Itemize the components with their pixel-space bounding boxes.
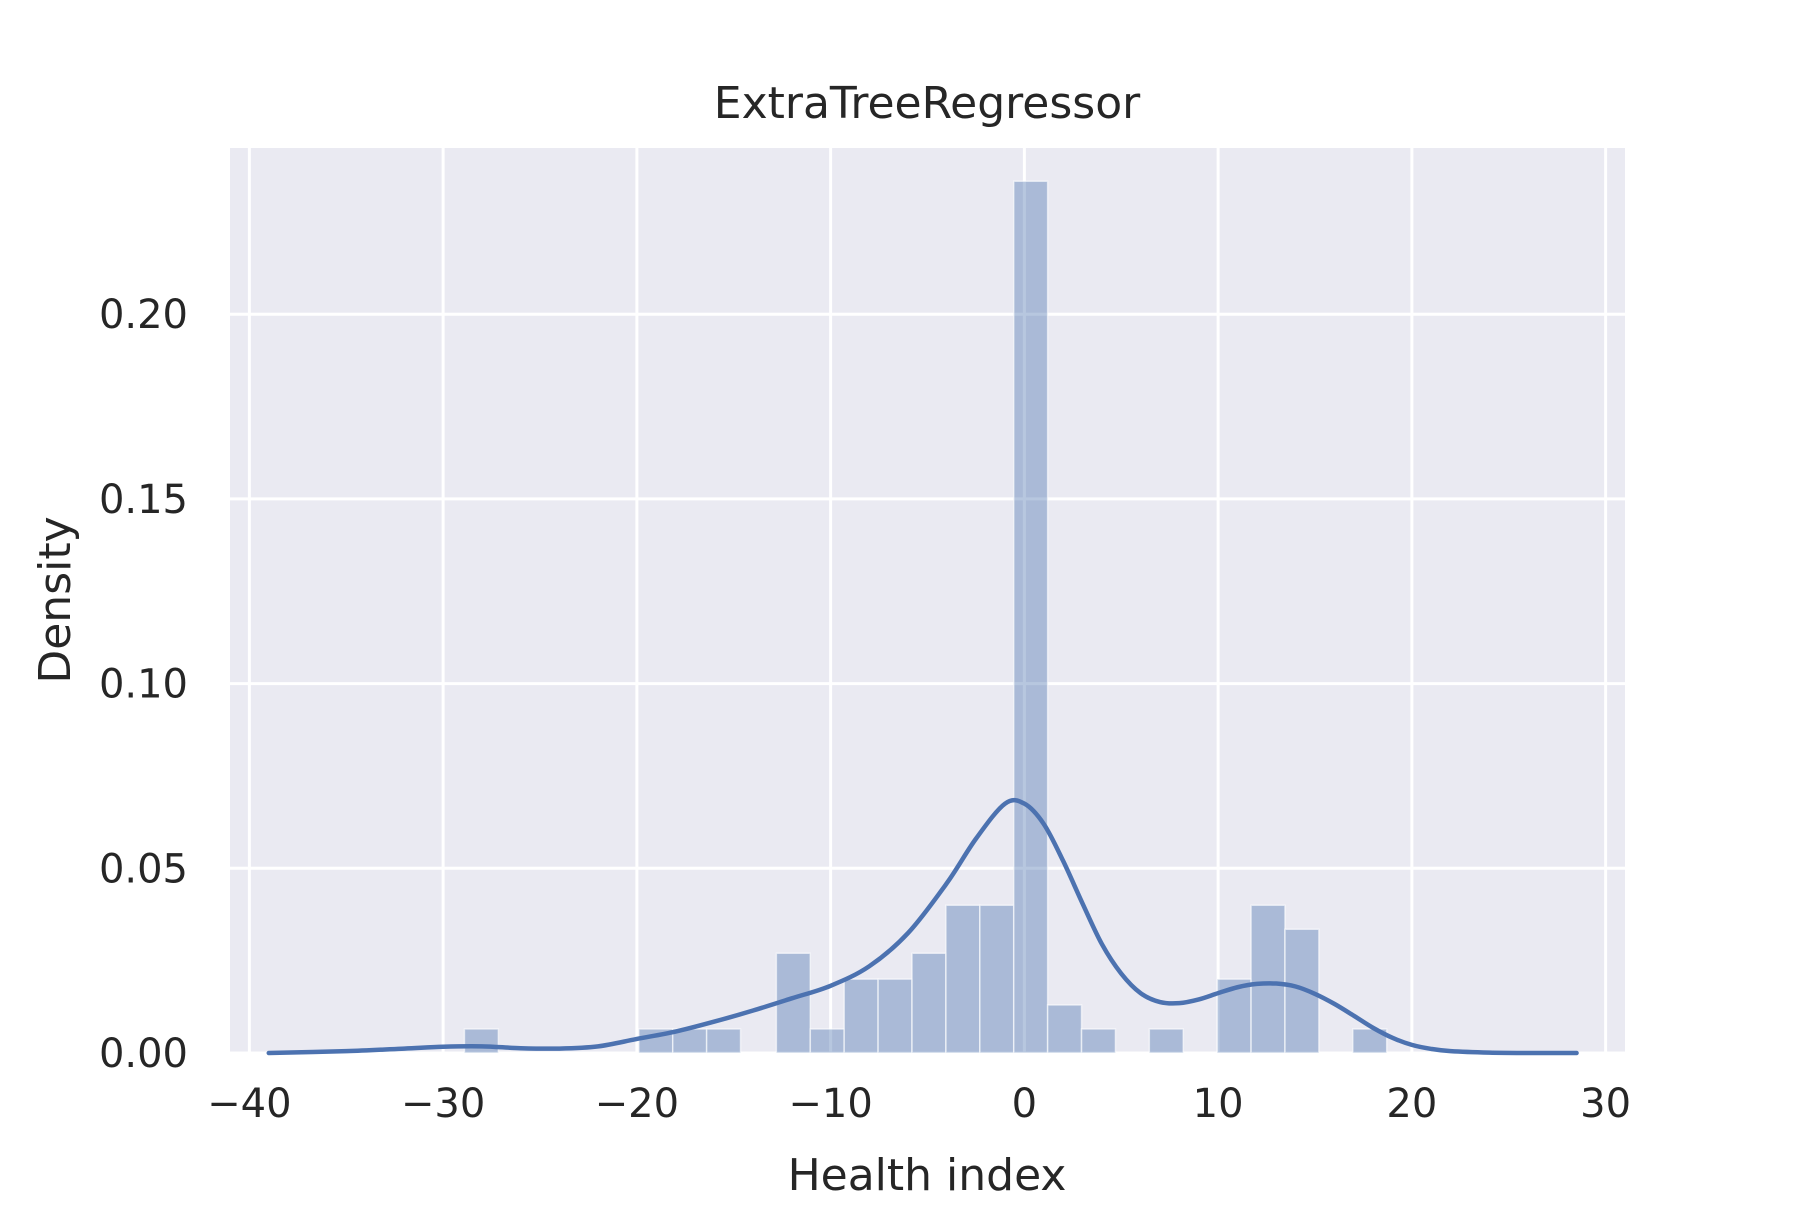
y-tick-labels: 0.00 0.05 0.10 0.15 0.20 — [99, 292, 188, 1077]
x-tick-label: 20 — [1386, 1081, 1437, 1127]
histogram-bar — [463, 1028, 500, 1054]
x-tick-label: −20 — [595, 1081, 679, 1127]
x-tick-label: 0 — [1012, 1081, 1037, 1127]
chart-title: ExtraTreeRegressor — [714, 78, 1141, 129]
x-axis-label: Health index — [788, 1150, 1067, 1200]
histogram-bar — [945, 904, 981, 1054]
x-tick-labels: −40 −30 −20 −10 0 10 20 30 — [207, 1081, 1631, 1127]
y-tick-label: 0.05 — [99, 846, 188, 892]
histogram-bar — [1080, 1028, 1117, 1054]
kde-line — [266, 797, 1579, 1056]
y-tick-label: 0.10 — [99, 662, 188, 708]
histogram-bars — [463, 180, 1388, 1054]
histogram-bar — [911, 952, 947, 1054]
histogram-bar — [843, 978, 879, 1054]
y-tick-label: 0.15 — [99, 477, 188, 523]
histogram-bar — [1012, 180, 1049, 1054]
histogram-bar — [809, 1028, 845, 1054]
histogram-bar — [705, 1028, 742, 1054]
x-tick-label: −40 — [207, 1081, 291, 1127]
histogram-bar — [1046, 1004, 1083, 1054]
histogram-bar — [979, 904, 1015, 1054]
x-tick-label: −30 — [401, 1081, 485, 1127]
histogram-bar — [877, 978, 913, 1054]
x-tick-label: 30 — [1580, 1081, 1631, 1127]
x-tick-label: 10 — [1193, 1081, 1244, 1127]
histogram-bar — [1250, 904, 1286, 1054]
histogram-bar — [1148, 1028, 1184, 1054]
y-axis-label: Density — [30, 516, 81, 683]
x-tick-label: −10 — [788, 1081, 872, 1127]
plot-background — [230, 148, 1625, 1053]
y-tick-label: 0.00 — [99, 1031, 188, 1077]
y-tick-label: 0.20 — [99, 292, 188, 338]
